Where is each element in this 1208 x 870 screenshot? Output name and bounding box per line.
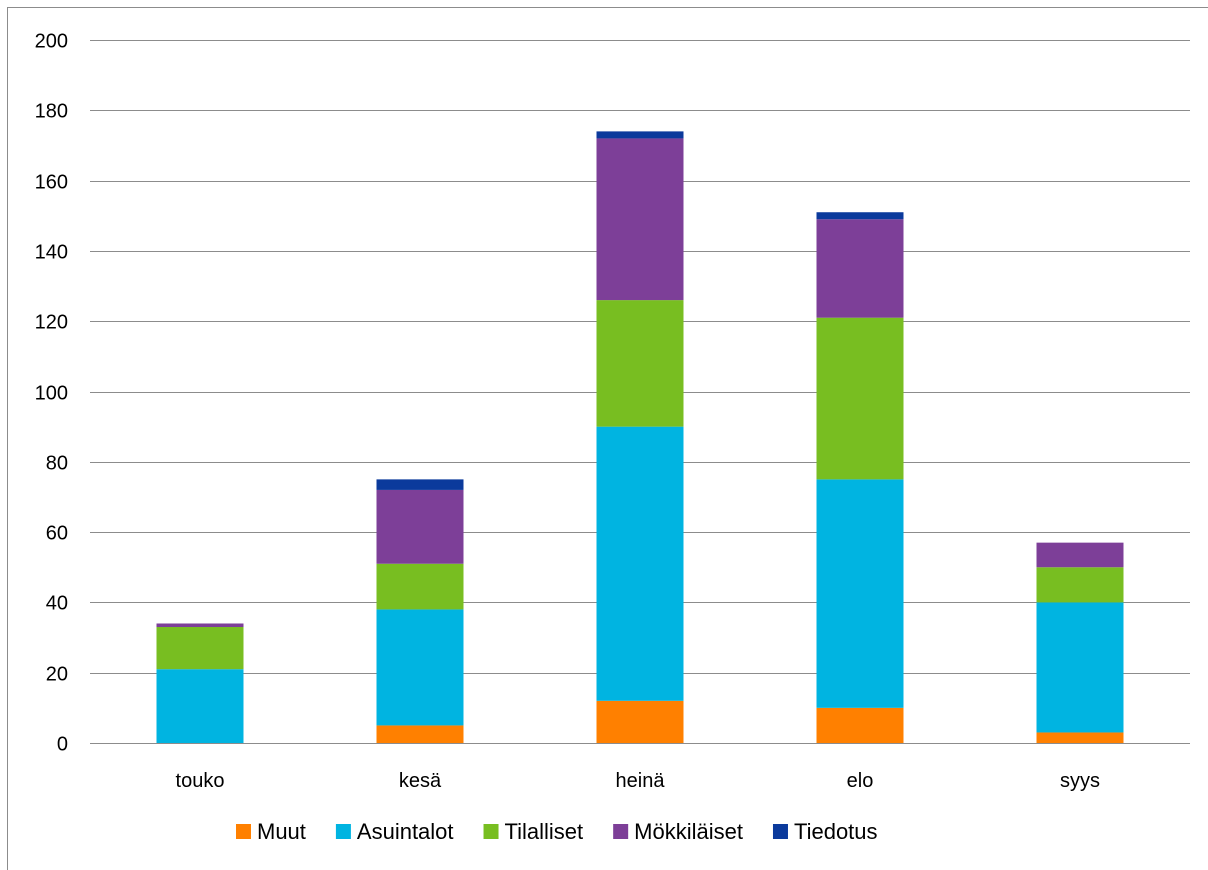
y-tick-label: 180 [35,101,68,123]
bar-segment-Asuintalot [376,609,464,726]
legend-swatch [236,824,251,839]
legend-item-Tiedotus: Tiedotus [772,819,878,844]
y-tick-label: 40 [46,593,68,615]
legend-item-Mökkiläiset: Mökkiläiset [613,819,743,844]
y-tick-label: 100 [35,383,68,405]
legend-item-Muut: Muut [236,819,306,844]
bar-segment-Muut [376,725,464,743]
bar-segment-Mökkiläiset [1036,542,1124,568]
legend-label: Muut [257,819,306,844]
bar-stack-3 [816,212,904,743]
legend-swatch [483,824,499,839]
x-tick-label: kesä [399,770,442,792]
bar-segment-Asuintalot [1036,602,1124,733]
x-tick-label: heinä [616,770,666,792]
x-tick-label: elo [847,770,874,792]
bar-segment-Tilalliset [1036,567,1124,603]
legend-item-Tilalliset: Tilalliset [483,819,584,844]
bar-stack-4 [1036,542,1124,743]
bar-segment-Mökkiläiset [596,138,684,301]
x-tick-label: syys [1060,770,1100,792]
legend: Muut Asuintalot Tilalliset Mökkiläiset Tiedo… [236,819,878,844]
x-tick-label: touko [176,770,225,792]
legend-swatch [772,824,788,839]
bar-segment-Muut [596,700,684,743]
y-tick-label: 140 [35,242,68,264]
bar-segment-Tilalliset [376,563,464,610]
legend-swatch [335,824,351,839]
bar-stack-0 [156,623,244,743]
bar-segment-Mökkiläiset [816,219,904,318]
bar-segment-Muut [1036,732,1124,743]
bar-segment-Tiedotus [816,212,904,220]
y-tick-label: 200 [35,31,68,53]
y-tick-label: 120 [35,312,68,334]
bar-segment-Asuintalot [596,426,684,701]
y-tick-label: 80 [46,453,68,475]
x-axis-tick-labels: touko kesä heinä elo syys [176,770,1100,792]
bar-segment-Tilalliset [156,627,244,670]
y-tick-label: 20 [46,664,68,686]
y-tick-label: 0 [57,734,68,756]
legend-label: Tiedotus [794,819,878,844]
y-tick-label: 60 [46,523,68,545]
y-axis-tick-labels: 0 20 40 60 80 100 120 140 160 180 200 [35,31,68,756]
bar-segment-Mökkiläiset [376,489,464,564]
bar-segment-Asuintalot [156,669,244,743]
bar-stacks [156,131,1124,743]
legend-label: Mökkiläiset [634,819,743,844]
bar-segment-Asuintalot [816,479,904,708]
bar-segment-Tiedotus [596,131,684,139]
bar-segment-Tiedotus [376,479,464,490]
y-tick-label: 160 [35,172,68,194]
bar-segment-Tilalliset [596,300,684,427]
legend-label: Asuintalot [357,819,454,844]
bar-stack-1 [376,479,464,743]
bar-segment-Tilalliset [816,317,904,480]
bar-segment-Muut [816,707,904,743]
bar-segment-Mökkiläiset [156,623,244,628]
legend-item-Asuintalot: Asuintalot [335,819,454,844]
legend-label: Tilalliset [505,819,584,844]
bar-stack-2 [596,131,684,743]
legend-swatch [613,824,629,839]
